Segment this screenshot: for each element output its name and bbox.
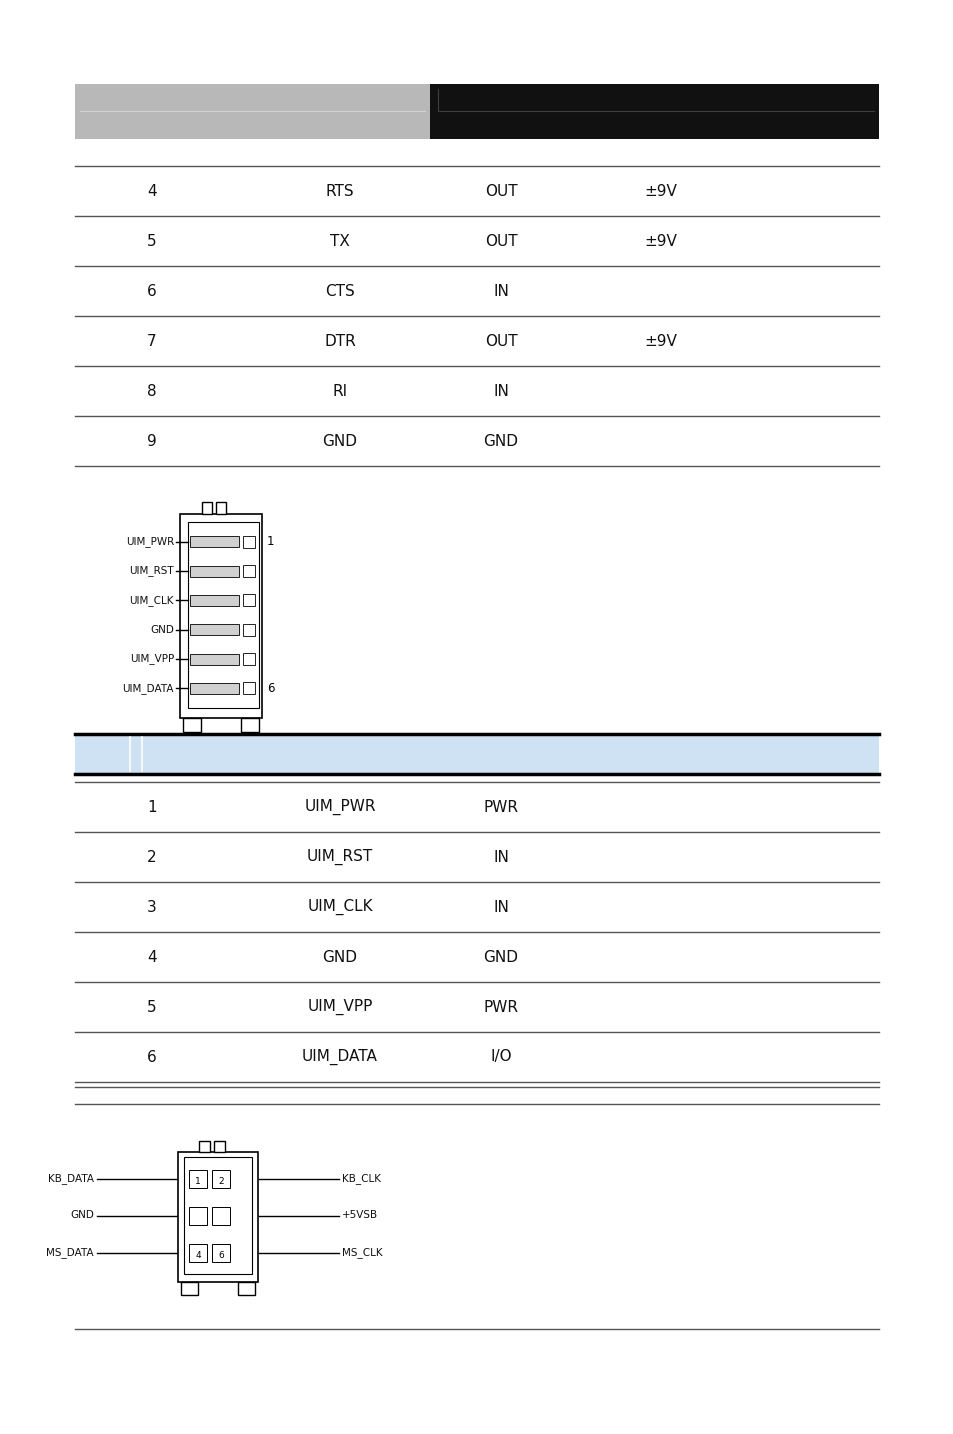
Text: UIM_VPP: UIM_VPP (130, 654, 173, 664)
Text: DTR: DTR (324, 334, 355, 348)
Text: IN: IN (493, 849, 508, 865)
Text: 4: 4 (147, 184, 156, 198)
Bar (212, 1206, 230, 1225)
Text: IN: IN (493, 899, 508, 915)
Bar (189, 1170, 207, 1187)
Bar (183, 718, 201, 731)
Text: GND: GND (483, 949, 518, 965)
Bar (199, 1141, 210, 1152)
Text: GND: GND (322, 433, 357, 449)
Text: GND: GND (483, 433, 518, 449)
Bar (212, 1243, 230, 1262)
Text: UIM_CLK: UIM_CLK (130, 595, 173, 605)
Text: GND: GND (322, 949, 357, 965)
Text: 2: 2 (218, 1176, 224, 1186)
Bar (190, 683, 239, 694)
Bar (190, 624, 239, 635)
Bar (243, 624, 254, 635)
Text: 3: 3 (147, 899, 156, 915)
Text: UIM_DATA: UIM_DATA (302, 1048, 377, 1065)
Text: RI: RI (332, 383, 347, 399)
Bar (212, 1170, 230, 1187)
Bar (190, 654, 239, 664)
Text: MS_CLK: MS_CLK (341, 1248, 382, 1258)
Text: PWR: PWR (483, 999, 518, 1014)
Bar (188, 522, 258, 708)
Text: OUT: OUT (484, 334, 517, 348)
Text: ±9V: ±9V (644, 234, 677, 248)
Bar (190, 565, 239, 576)
Text: UIM_PWR: UIM_PWR (304, 799, 375, 815)
Text: KB_DATA: KB_DATA (48, 1173, 94, 1184)
Text: 9: 9 (147, 433, 156, 449)
Text: 7: 7 (147, 334, 156, 348)
Text: RTS: RTS (325, 184, 354, 198)
Text: ±9V: ±9V (644, 184, 677, 198)
Bar (75, 85, 430, 139)
Text: 8: 8 (147, 383, 156, 399)
Bar (178, 1152, 257, 1282)
Bar (213, 1141, 225, 1152)
Bar (430, 85, 878, 139)
Text: UIM_RST: UIM_RST (307, 849, 373, 865)
Text: IN: IN (493, 383, 508, 399)
Text: 6: 6 (218, 1250, 224, 1259)
Text: 4: 4 (147, 949, 156, 965)
Bar (243, 565, 254, 576)
Bar (180, 513, 262, 718)
Bar (243, 536, 254, 548)
Bar (243, 594, 254, 607)
Text: TX: TX (330, 234, 350, 248)
Text: I/O: I/O (490, 1050, 511, 1064)
Text: +5VSB: +5VSB (341, 1210, 377, 1220)
Text: UIM_CLK: UIM_CLK (307, 899, 373, 915)
Bar (184, 1157, 252, 1273)
Text: 2: 2 (147, 849, 156, 865)
Text: OUT: OUT (484, 184, 517, 198)
Text: MS_DATA: MS_DATA (47, 1248, 94, 1258)
Text: PWR: PWR (483, 800, 518, 815)
Bar (243, 683, 254, 694)
Text: 5: 5 (147, 234, 156, 248)
Text: 1: 1 (147, 800, 156, 815)
Text: 6: 6 (147, 284, 156, 298)
Bar (243, 652, 254, 665)
Text: 4: 4 (195, 1250, 200, 1259)
Bar (237, 1282, 254, 1295)
Bar (202, 502, 212, 513)
Text: UIM_RST: UIM_RST (130, 565, 173, 576)
Text: 6: 6 (267, 681, 274, 695)
Text: ±9V: ±9V (644, 334, 677, 348)
Bar (215, 502, 226, 513)
Text: UIM_DATA: UIM_DATA (122, 683, 173, 694)
Text: KB_CLK: KB_CLK (341, 1173, 380, 1184)
Bar (189, 1243, 207, 1262)
Bar (189, 1206, 207, 1225)
Bar (190, 536, 239, 548)
Bar (241, 718, 258, 731)
Text: 1: 1 (267, 535, 274, 548)
Text: 6: 6 (147, 1050, 156, 1064)
Bar (75, 734, 878, 774)
Text: IN: IN (493, 284, 508, 298)
Text: OUT: OUT (484, 234, 517, 248)
Text: UIM_PWR: UIM_PWR (126, 536, 173, 548)
Text: 5: 5 (147, 999, 156, 1014)
Bar (181, 1282, 198, 1295)
Text: CTS: CTS (325, 284, 355, 298)
Text: 1: 1 (195, 1176, 201, 1186)
Bar (190, 595, 239, 605)
Text: UIM_VPP: UIM_VPP (307, 999, 373, 1015)
Text: GND: GND (150, 625, 173, 635)
Text: GND: GND (71, 1210, 94, 1220)
